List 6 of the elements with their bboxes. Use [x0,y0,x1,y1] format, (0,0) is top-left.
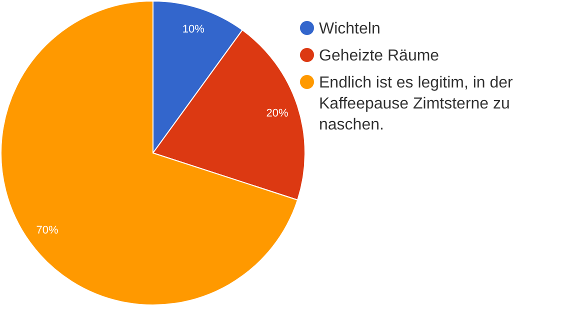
data-label: 10% [182,24,205,36]
data-label: 70% [36,224,58,237]
data-label: 20% [266,107,289,120]
legend-label: Geheizte Räume [319,48,440,65]
legend-label: Endlich ist es legitim, in der Kaffeepause Zimtsterne zu naschen. [319,74,514,134]
legend-label: Wichteln [319,20,380,38]
